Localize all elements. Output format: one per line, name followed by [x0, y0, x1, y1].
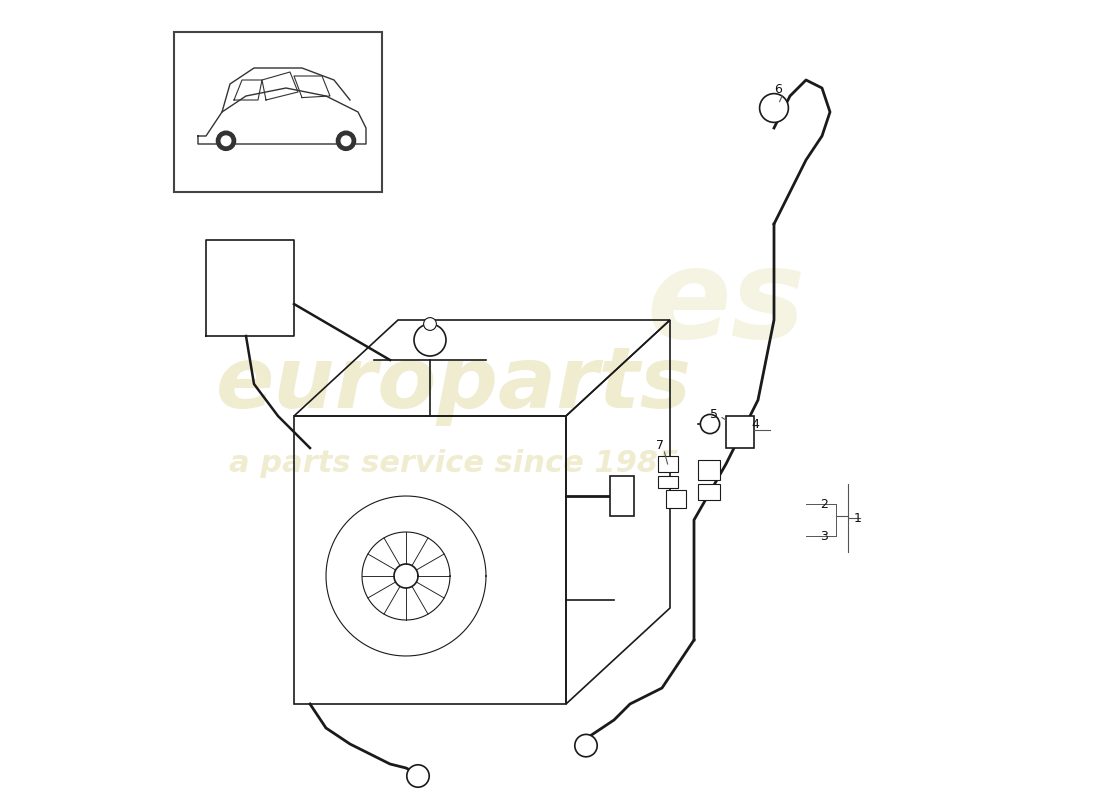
- Bar: [174, 32, 382, 192]
- Circle shape: [424, 318, 437, 330]
- Text: 2: 2: [821, 498, 828, 510]
- Bar: [658, 476, 678, 488]
- Text: 4: 4: [751, 418, 759, 430]
- Bar: [726, 416, 754, 448]
- Text: 3: 3: [821, 530, 828, 542]
- Circle shape: [407, 765, 429, 787]
- Circle shape: [221, 136, 231, 146]
- Text: 5: 5: [710, 408, 718, 421]
- Bar: [666, 490, 686, 508]
- Bar: [658, 456, 678, 472]
- Circle shape: [760, 94, 789, 122]
- Bar: [698, 484, 720, 500]
- Circle shape: [575, 734, 597, 757]
- Bar: [610, 476, 634, 516]
- Text: europarts: europarts: [216, 342, 692, 426]
- Text: a parts service since 1985: a parts service since 1985: [229, 450, 679, 478]
- Bar: [698, 460, 720, 480]
- Circle shape: [341, 136, 351, 146]
- Circle shape: [217, 131, 235, 150]
- Text: es: es: [647, 243, 805, 365]
- Circle shape: [337, 131, 355, 150]
- Circle shape: [701, 414, 719, 434]
- Text: 6: 6: [774, 83, 782, 96]
- Text: 1: 1: [854, 512, 862, 525]
- Circle shape: [414, 324, 446, 356]
- Text: 7: 7: [657, 439, 664, 452]
